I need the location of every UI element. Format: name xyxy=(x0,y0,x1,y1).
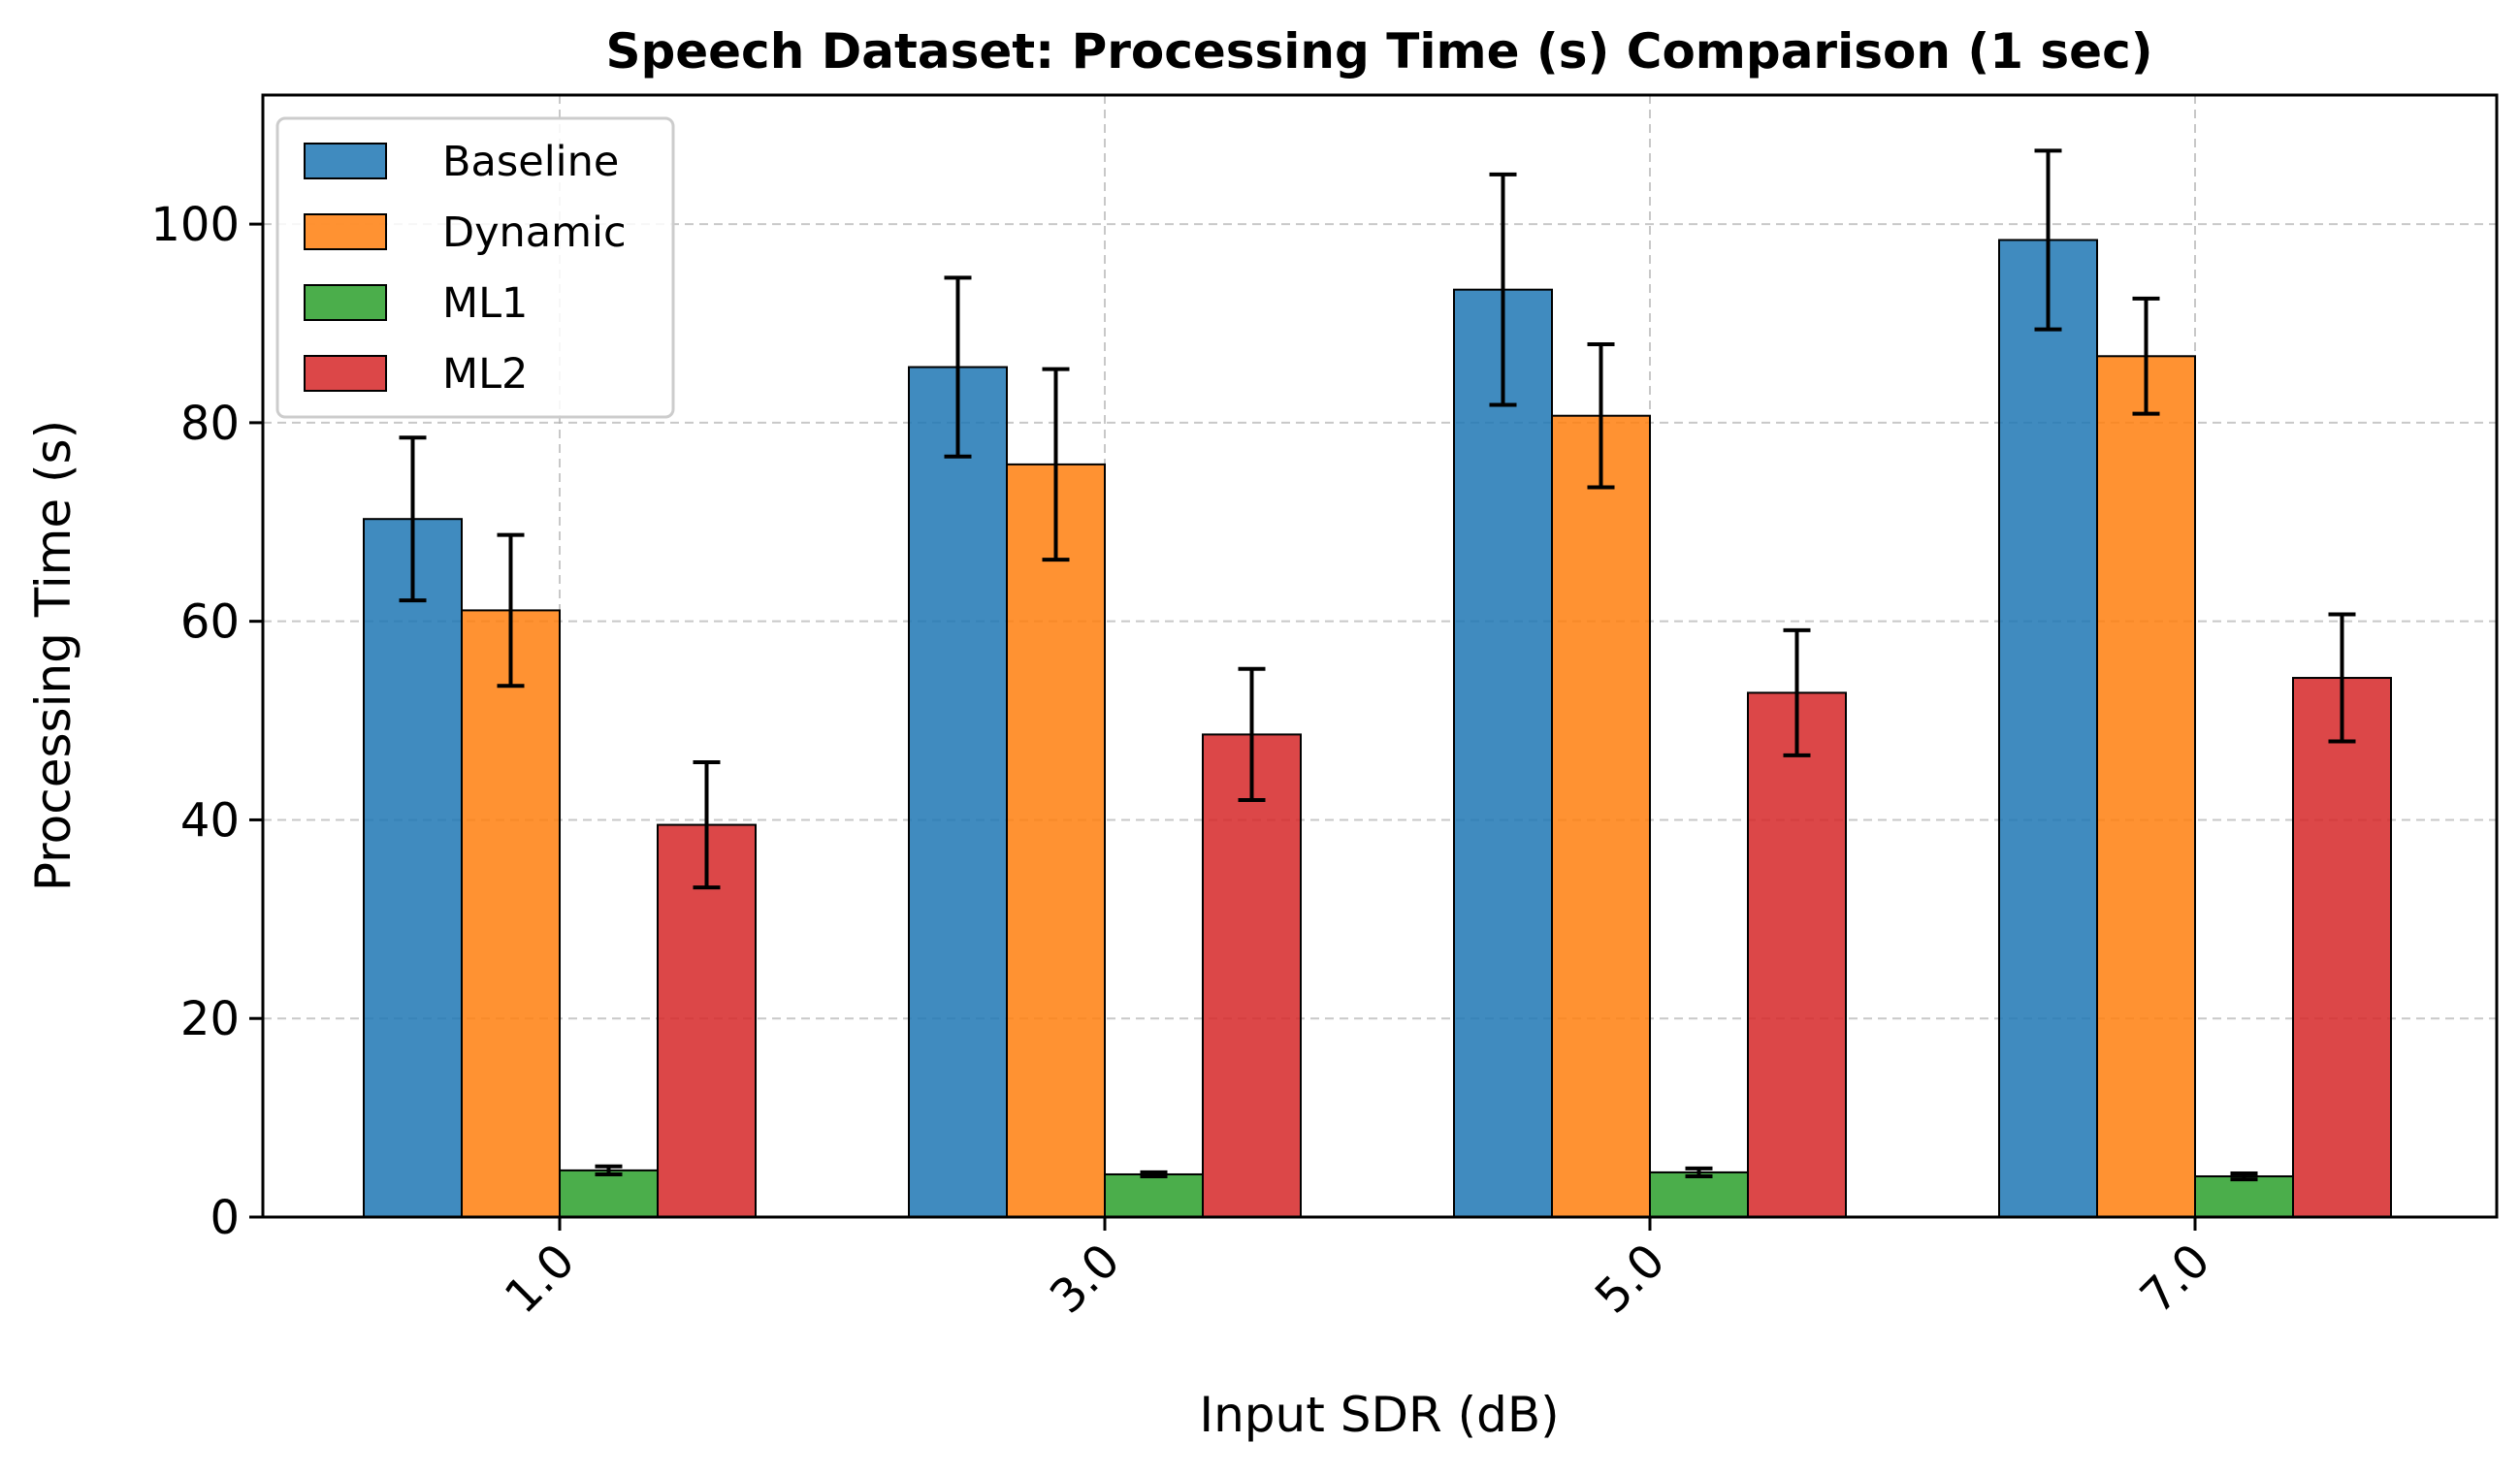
bar-baseline xyxy=(908,366,1008,1219)
bar-ml2 xyxy=(2292,677,2392,1218)
bar-baseline xyxy=(1453,288,1553,1219)
bars xyxy=(363,239,2392,1219)
y-tick-label: 80 xyxy=(180,397,240,451)
bar-baseline xyxy=(1998,239,2098,1218)
y-tick-label: 60 xyxy=(180,595,240,650)
bar-ml2 xyxy=(657,823,757,1218)
legend-label-dynamic: Dynamic xyxy=(442,208,627,257)
y-axis-label: Processing Time (s) xyxy=(25,420,81,891)
legend-swatch-baseline xyxy=(304,143,387,179)
error-bars xyxy=(399,148,2356,1182)
bar-dynamic xyxy=(461,609,561,1218)
legend-label-baseline: Baseline xyxy=(442,138,619,186)
bar-ml1 xyxy=(559,1169,659,1218)
bar-ml1 xyxy=(2194,1175,2294,1219)
y-tick-label: 100 xyxy=(150,198,240,252)
legend-swatch-dynamic xyxy=(304,213,387,250)
chart-title: Speech Dataset: Processing Time (s) Comp… xyxy=(605,23,2152,80)
bar-baseline xyxy=(363,518,463,1218)
y-tick-label: 40 xyxy=(180,793,240,848)
y-tick-label: 20 xyxy=(180,992,240,1046)
legend-label-ml1: ML1 xyxy=(442,279,528,328)
plot-frame xyxy=(261,93,2499,1219)
bar-dynamic xyxy=(2096,355,2196,1218)
y-axis: 0 20 40 60 80 100 xyxy=(150,198,263,1245)
y-tick-label: 0 xyxy=(210,1191,240,1245)
legend-label-ml2: ML2 xyxy=(442,350,528,399)
bar-ml2 xyxy=(1747,691,1847,1218)
bar-dynamic xyxy=(1551,414,1651,1218)
x-axis-label: Input SDR (dB) xyxy=(1199,1387,1559,1443)
legend-box xyxy=(275,116,675,419)
bar-ml2 xyxy=(1202,733,1302,1219)
bar-dynamic xyxy=(1006,463,1106,1218)
bar-ml1 xyxy=(1104,1172,1204,1218)
bar-ml1 xyxy=(1649,1170,1749,1219)
legend: Baseline Dynamic ML1 ML2 xyxy=(275,116,675,419)
legend-swatch-ml1 xyxy=(304,284,387,321)
legend-swatch-ml2 xyxy=(304,355,387,392)
